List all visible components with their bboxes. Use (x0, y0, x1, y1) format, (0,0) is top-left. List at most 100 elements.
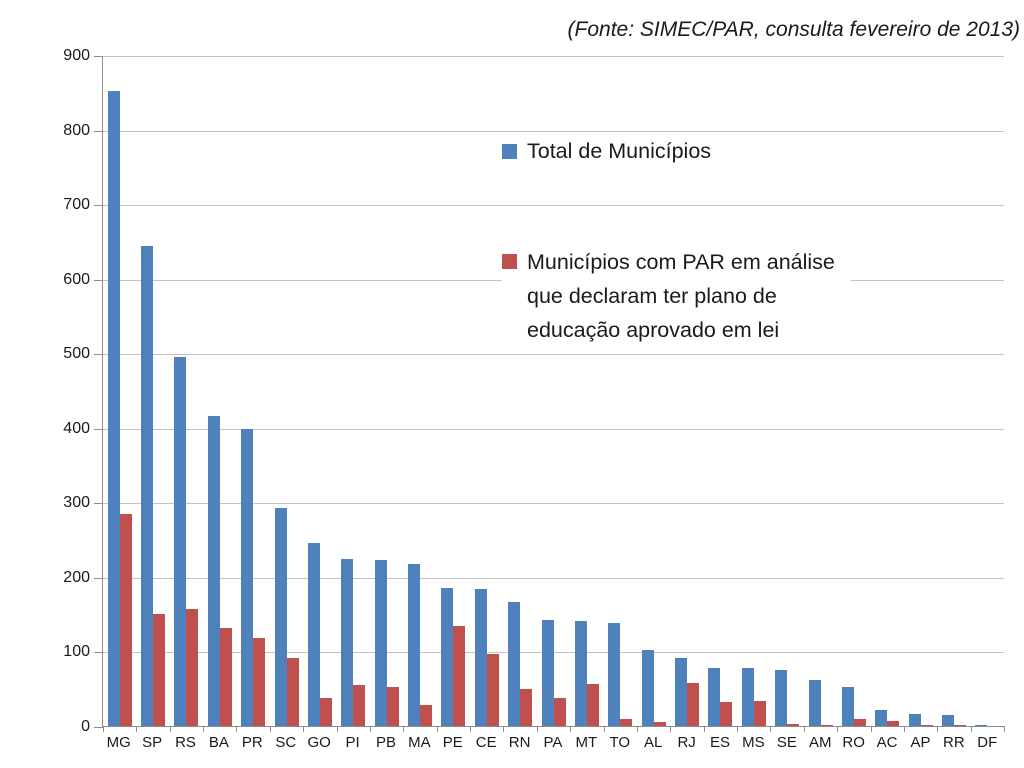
bar-par-RS (186, 609, 199, 726)
x-axis-label-RR: RR (943, 734, 965, 751)
bar-par-AL (653, 722, 666, 726)
bar-par-CE (486, 653, 499, 726)
x-axis-label-CE: CE (475, 734, 497, 751)
x-axis-label-AL: AL (644, 734, 663, 751)
bar-total-MG (107, 91, 120, 726)
x-axis-tick (703, 726, 705, 732)
plot-area (94, 56, 1005, 732)
y-axis-tick (94, 577, 103, 579)
y-axis-label-200: 200 (63, 568, 90, 586)
y-axis-tick (94, 428, 103, 430)
bar-total-BA (207, 415, 220, 726)
y-axis-tick (94, 205, 103, 207)
bar-total-GO (307, 542, 320, 726)
y-axis-label-900: 900 (63, 47, 90, 64)
y-axis-labels: 0 100 200 300 400 500 600 700 800 900 (30, 47, 90, 735)
gridline-800 (103, 130, 1004, 132)
x-axis-tick (670, 726, 672, 732)
bar-par-RN (520, 688, 533, 726)
bar-total-AM (808, 679, 821, 726)
bar-group-BA (203, 56, 236, 726)
bar-group-MG (103, 56, 136, 726)
bar-total-MT (574, 621, 587, 726)
x-axis-tick (770, 726, 772, 732)
y-axis-label-0: 0 (81, 718, 90, 735)
legend-item-total: Total de Municípios (502, 132, 716, 170)
bar-par-ES (720, 702, 733, 726)
x-axis-tick (470, 726, 472, 732)
bar-total-AL (641, 650, 654, 726)
x-axis-tick (169, 726, 171, 732)
bar-par-PA (553, 698, 566, 726)
y-axis-label-700: 700 (63, 196, 90, 214)
bar-par-TO (620, 718, 633, 726)
bar-par-MT (586, 683, 599, 726)
x-axis-label-TO: TO (609, 734, 631, 751)
bar-par-PE (453, 625, 466, 726)
x-axis-label-RS: RS (175, 734, 196, 751)
y-axis-tick (94, 354, 103, 356)
x-axis-tick (636, 726, 638, 732)
bar-total-PI (341, 559, 354, 726)
bar-group-PB (370, 56, 403, 726)
x-axis-label-PA: PA (543, 734, 563, 751)
x-axis-label-GO: GO (307, 734, 331, 751)
x-axis-tick (303, 726, 305, 732)
y-axis-label-400: 400 (63, 419, 90, 437)
y-axis-label-800: 800 (63, 121, 90, 139)
bar-group-GO (303, 56, 336, 726)
x-axis-label-AM: AM (808, 734, 832, 751)
bar-par-SC (286, 658, 299, 726)
x-axis-tick (269, 726, 271, 732)
x-axis-label-PI: PI (345, 734, 360, 751)
bar-total-PE (441, 588, 454, 726)
x-axis-tick (603, 726, 605, 732)
gridline-400 (103, 428, 1004, 430)
bar-par-RO (853, 718, 866, 726)
bar-group-AL (637, 56, 670, 726)
x-axis-tick (503, 726, 505, 732)
y-axis-tick (94, 279, 103, 281)
bar-total-RR (942, 714, 955, 726)
legend-marker-total-icon (502, 143, 517, 159)
bar-par-AM (820, 724, 833, 726)
bar-total-AC (875, 709, 888, 726)
bar-group-PA (537, 56, 570, 726)
y-axis-label-300: 300 (63, 494, 90, 512)
bar-total-MS (741, 667, 754, 726)
x-axis-tick (803, 726, 805, 732)
x-axis-label-RJ: RJ (677, 734, 696, 751)
bar-par-PI (353, 685, 366, 726)
x-axis-tick (436, 726, 438, 732)
bar-group-ES (704, 56, 737, 726)
bar-total-MA (408, 564, 421, 726)
bar-group-TO (604, 56, 637, 726)
y-axis-label-100: 100 (63, 643, 90, 661)
bar-group-AM (804, 56, 837, 726)
bar-group-PI (337, 56, 370, 726)
x-axis-tick (937, 726, 939, 732)
bar-par-GO (319, 697, 332, 726)
bar-group-MA (403, 56, 436, 726)
bar-par-PR (253, 638, 266, 726)
bar-total-RJ (675, 657, 688, 726)
legend-label-par: Municípios com PAR em análise que declar… (527, 250, 835, 342)
bar-group-AC (871, 56, 904, 726)
x-axis-tick (837, 726, 839, 732)
bar-total-SE (775, 670, 788, 726)
x-axis-label-BA: BA (208, 734, 229, 751)
x-axis-label-AC: AC (876, 734, 898, 751)
x-axis-tick (403, 726, 405, 732)
bar-group-PE (437, 56, 470, 726)
bar-total-RN (508, 601, 521, 726)
bar-par-MS (753, 701, 766, 726)
x-axis-label-MS: MS (742, 734, 765, 751)
gridline-700 (103, 205, 1004, 207)
x-axis-tick (1004, 726, 1005, 732)
bar-group-MT (570, 56, 603, 726)
bar-group-PR (237, 56, 270, 726)
gridline-900 (103, 56, 1004, 57)
x-axis-label-MT: MT (575, 734, 598, 751)
x-axis-labels: MG SP RS BA PR SC GO PI PB MA PE CE RN PA MT TO AL RJ ES MS… (102, 734, 1004, 751)
